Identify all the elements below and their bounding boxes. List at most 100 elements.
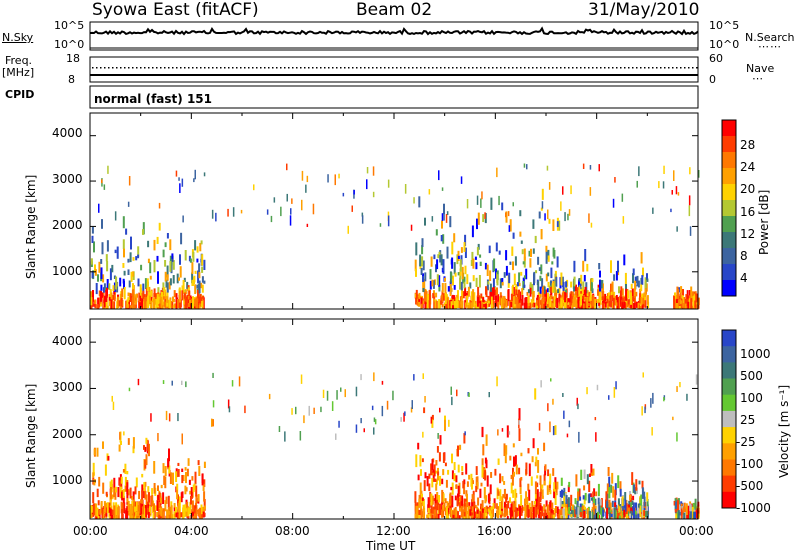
velocity-cell (177, 503, 180, 513)
velocity-cell (563, 496, 566, 508)
noise-tick-top: 10^5 (54, 19, 85, 32)
power-cell (528, 250, 531, 257)
velocity-cell (555, 485, 558, 496)
velocity-cell (168, 465, 171, 474)
power-cell (106, 279, 109, 290)
velocity-cell (278, 426, 281, 432)
velocity-cell (439, 475, 441, 486)
power-cell (610, 260, 612, 273)
velocity-cell (635, 514, 638, 519)
power-cell (523, 284, 526, 288)
freq-point (524, 67, 526, 69)
power-cell (91, 235, 94, 243)
freq-point (636, 67, 638, 69)
power-cell (422, 275, 424, 282)
velocity-cell (403, 412, 405, 422)
velocity-cell (461, 466, 464, 472)
power-cell (387, 215, 390, 227)
velocity-cell (646, 492, 649, 502)
velocity-cell (427, 514, 430, 518)
power-cell (418, 292, 421, 300)
power-cell (548, 182, 551, 190)
power-cell (509, 219, 512, 232)
power-cell (102, 287, 105, 293)
power-cell (425, 291, 428, 303)
power-cell (110, 292, 113, 300)
power-cell (112, 294, 115, 300)
velocity-cell (618, 512, 621, 519)
power-cell (172, 260, 175, 270)
freq-point (120, 67, 122, 69)
velocity-cell (531, 500, 534, 512)
velocity-cell (553, 511, 556, 517)
velocity-cell (634, 487, 637, 495)
velocity-cell (451, 453, 453, 464)
power-cell (486, 299, 489, 304)
power-cell (578, 279, 580, 291)
power-cell (454, 272, 457, 277)
velocity-cell (694, 512, 696, 519)
velocity-cell (580, 511, 583, 517)
power-cell (574, 295, 577, 307)
velocity-cell (134, 506, 137, 512)
power-cell (100, 291, 102, 302)
power-cell (516, 282, 519, 287)
velocity-cell (471, 494, 474, 503)
velocity-cell (539, 513, 542, 519)
velocity-cell (471, 512, 473, 516)
velocity-cell (540, 380, 542, 388)
velocity-cell (673, 500, 676, 506)
power-cell (527, 289, 530, 294)
velocity-cell (643, 496, 646, 507)
power-cell (130, 236, 132, 250)
power-cell (232, 207, 235, 217)
freq-point (444, 67, 446, 69)
velocity-cell (485, 434, 488, 446)
velocity-cell (462, 509, 465, 519)
velocity-cell (608, 395, 610, 400)
power-cell (440, 254, 443, 266)
power-cell (451, 241, 454, 255)
power-cell (529, 282, 532, 288)
velocity-cell (497, 509, 499, 517)
velocity-cell (227, 399, 230, 409)
freq-point (420, 67, 422, 69)
power-cell (140, 300, 143, 308)
power-cell (101, 292, 104, 298)
velocity-colorbar-swatch (722, 410, 736, 428)
velocity-cell (143, 445, 145, 450)
power-cell (142, 283, 145, 295)
velocity-cell (427, 507, 430, 514)
velocity-cell (160, 497, 162, 504)
power-cell (361, 215, 364, 224)
velocity-cell (459, 444, 462, 450)
power-cell (644, 288, 647, 297)
power-cell (122, 263, 125, 268)
velocity-cell (434, 478, 437, 482)
freq-point (540, 67, 542, 69)
velocity-cell (435, 479, 438, 485)
power-cell (606, 298, 609, 304)
freq-point (268, 67, 270, 69)
power-cell (90, 297, 93, 306)
freq-point (100, 67, 102, 69)
velocity-cell (457, 493, 459, 501)
power-cell (568, 209, 571, 216)
velocity-cell (442, 469, 445, 476)
power-cell (461, 266, 464, 280)
power-cell (555, 289, 558, 295)
power-cell (615, 302, 618, 306)
power-cell (142, 301, 145, 309)
velocity-cell (610, 484, 613, 493)
power-cell (512, 296, 515, 308)
power-cell (93, 241, 95, 253)
velocity-cell (338, 420, 340, 428)
velocity-cell (320, 406, 322, 413)
velocity-cell (550, 378, 552, 382)
vel-cbar-tick-minus100: -100 (736, 457, 764, 471)
velocity-cell (572, 505, 575, 518)
power-cell (459, 259, 462, 272)
velocity-cell (528, 502, 531, 510)
velocity-cell (450, 507, 452, 518)
power-cell (163, 287, 166, 297)
